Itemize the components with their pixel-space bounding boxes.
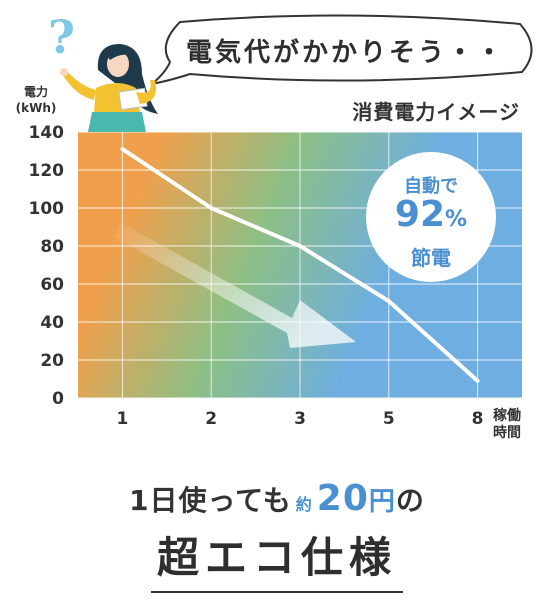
tagline-approx: 約	[295, 495, 313, 514]
y-tick-label: 40	[40, 313, 64, 333]
savings-badge: 自動で 92% 節電	[366, 152, 496, 282]
x-tick-label: 5	[383, 409, 395, 429]
headline-text: 超エコ仕様	[150, 524, 403, 593]
badge-line3: 節電	[411, 246, 451, 270]
y-axis-ticks: 0 20 40 60 80 100 120 140	[29, 123, 65, 409]
y-axis-label: 電力 (kWh)	[8, 84, 64, 116]
x-tick-label: 3	[294, 409, 306, 429]
speech-text: 電気代がかかりそう・・	[186, 38, 506, 68]
series-line	[120, 147, 480, 383]
x-tick-label: 1	[116, 409, 128, 429]
chart-title: 消費電力イメージ	[352, 100, 520, 124]
y-tick-label: 100	[29, 199, 65, 219]
headline: 超エコ仕様	[0, 524, 554, 593]
tagline-prefix: 1日使っても	[129, 484, 292, 517]
woman-illustration-icon	[60, 44, 158, 132]
y-tick-label: 20	[40, 351, 64, 371]
tagline-amount: 20	[316, 478, 369, 519]
y-tick-label: 0	[52, 389, 64, 409]
badge-number-value: 92	[394, 194, 446, 235]
y-axis-label-line2: (kWh)	[15, 101, 57, 115]
x-axis-label: 稼働 時間	[488, 408, 526, 442]
y-tick-label: 60	[40, 275, 64, 295]
badge-percent: %	[445, 207, 468, 232]
series	[120, 147, 480, 383]
speech-bubble	[150, 14, 533, 84]
tagline-suffix: の	[395, 484, 425, 517]
question-mark-icon: ?	[48, 10, 75, 64]
x-tick-label: 8	[472, 409, 484, 429]
x-axis-ticks: 1 2 3 5 8	[116, 409, 483, 429]
x-axis-label-line2: 時間	[493, 425, 521, 441]
y-tick-label: 140	[29, 123, 65, 143]
badge-line1: 自動で	[404, 176, 458, 197]
trend-arrow-icon	[114, 222, 356, 348]
tagline-unit: 円	[368, 487, 396, 517]
y-axis-label-line1: 電力	[23, 85, 48, 99]
badge-number: 92%	[366, 190, 496, 245]
y-tick-label: 80	[40, 237, 64, 257]
tagline: 1日使っても約 20円の	[0, 478, 554, 519]
x-axis-label-line1: 稼働	[493, 408, 521, 424]
y-tick-label: 120	[29, 161, 65, 181]
x-tick-label: 2	[205, 409, 217, 429]
